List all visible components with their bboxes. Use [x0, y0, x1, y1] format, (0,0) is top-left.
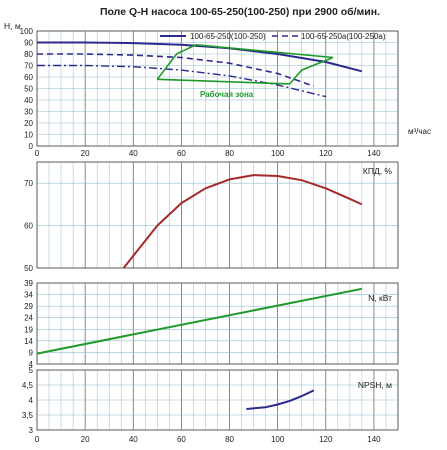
x-tick-label: 20 — [81, 149, 90, 158]
y-tick-label: 4,5 — [22, 381, 34, 390]
y-tick-label: 4 — [29, 360, 34, 369]
y-tick-label: 70 — [24, 62, 33, 71]
y-tick-label: 30 — [24, 108, 33, 117]
chart-title: Поле Q-H насоса 100-65-250(100-250) при … — [100, 6, 380, 18]
x-tick-label: 100 — [271, 435, 285, 444]
x-tick-label: 60 — [177, 435, 186, 444]
y-tick-label: 80 — [24, 50, 33, 59]
y-tick-label: 100 — [20, 27, 34, 36]
y-tick-label: 20 — [24, 119, 33, 128]
panel-4: 3 3,5 4 4,5 5 NPSH, м — [22, 366, 399, 435]
y-tick-label: 70 — [24, 179, 33, 188]
work-zone-line — [195, 44, 334, 59]
y-tick-label: 60 — [24, 222, 33, 231]
work-zone-line — [289, 56, 334, 85]
x-tick-label: 100 — [271, 149, 285, 158]
y-axis-label: H, м — [4, 21, 21, 31]
y-tick-label: 4 — [29, 396, 34, 405]
y-axis-label: КПД, % — [363, 166, 393, 176]
y-tick-label: 39 — [24, 279, 33, 288]
plot-frame — [36, 161, 399, 269]
y-tick-label: 3 — [29, 426, 34, 435]
y-tick-label: 50 — [24, 85, 33, 94]
x-axis-label: м³/час — [408, 127, 431, 136]
y-tick-label: 60 — [24, 73, 33, 82]
x-tick-label: 140 — [367, 149, 381, 158]
x-tick-label: 60 — [177, 149, 186, 158]
x-tick-label: 40 — [129, 149, 138, 158]
y-tick-label: 40 — [24, 96, 33, 105]
panel-3: 4 9 14 19 24 29 34 39 N, кВт — [24, 279, 399, 369]
x-tick-label: 40 — [129, 435, 138, 444]
x-tick-label: 80 — [225, 149, 234, 158]
x-tick-label: 80 — [225, 435, 234, 444]
x-tick-label: 0 — [35, 435, 40, 444]
work-zone-line — [157, 78, 290, 85]
work-zone-line — [156, 44, 197, 80]
y-axis-label: N, кВт — [368, 293, 392, 303]
y-tick-label: 34 — [24, 291, 33, 300]
x-tick-label: 120 — [319, 149, 333, 158]
panel-2: 50 60 70 КПД, % — [24, 161, 399, 273]
x-tick-label: 120 — [319, 435, 333, 444]
y-tick-label: 24 — [24, 314, 33, 323]
series-line-1 — [36, 287, 363, 355]
x-tick-label: 0 — [35, 149, 40, 158]
plot-frame — [36, 369, 399, 431]
x-tick-label: 20 — [81, 435, 90, 444]
x-tick-label: 140 — [367, 435, 381, 444]
y-tick-label: 14 — [24, 337, 33, 346]
work-zone-label: Рабочая зона — [200, 90, 254, 99]
y-tick-label: 19 — [24, 325, 33, 334]
y-axis-label: NPSH, м — [358, 380, 392, 390]
legend-label: 100-65-250а(100-250а) — [301, 32, 386, 41]
y-tick-label: 10 — [24, 131, 33, 140]
y-tick-label: 9 — [29, 348, 34, 357]
plot-frame — [36, 282, 399, 365]
series-line-1 — [122, 174, 363, 269]
y-tick-label: 0 — [29, 142, 34, 151]
y-tick-label: 90 — [24, 39, 33, 48]
y-tick-label: 5 — [29, 366, 34, 375]
y-tick-label: 3,5 — [22, 411, 34, 420]
y-tick-label: 50 — [24, 264, 33, 273]
series-line-1 — [246, 389, 315, 410]
plot-frame — [36, 30, 399, 147]
series-line-1 — [37, 41, 363, 73]
series-line-2 — [37, 53, 315, 87]
legend-label: 100-65-250(100-250) — [190, 32, 266, 41]
legend: 100-65-250(100-250) 100-65-250а(100-250а) — [160, 32, 386, 41]
y-tick-label: 29 — [24, 302, 33, 311]
series-line-3 — [37, 64, 326, 98]
